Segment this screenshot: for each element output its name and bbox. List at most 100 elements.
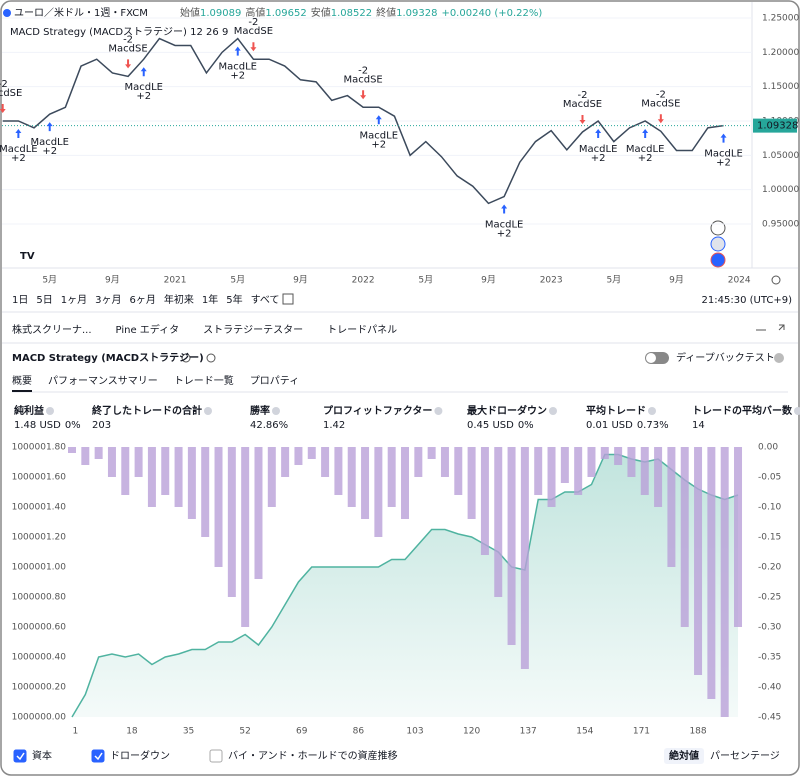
drawdown-bar [667,447,676,567]
drawdown-bar [321,447,330,477]
drawdown-bar [707,447,716,699]
x-tick-label: 69 [296,727,308,737]
drawdown-bar [534,447,543,495]
drawdown-bar [520,447,529,669]
x-tick-label: 86 [353,727,365,737]
drawdown-bar [374,447,383,537]
y2-tick-label: -0.45 [758,713,781,723]
toggle-knob [646,353,656,363]
legend-label: ドローダウン [110,749,170,762]
signal-label: MacdSE [641,98,680,109]
legend-label: 資本 [32,749,52,762]
range-button[interactable]: 6ヶ月 [130,294,156,306]
signal-arrow [657,114,664,124]
metric-label: 純利益 [14,404,44,417]
deep-backtest[interactable]: ディープバックテスト [676,351,775,364]
signal-label: MacdLE [704,149,743,160]
sub-tab[interactable]: 概要 [12,374,32,387]
drawdown-bar [440,447,449,477]
strategy-title: MACD Strategy (MACDストラテジー) [12,352,204,364]
drawdown-bar [734,447,743,627]
y2-tick-label: -0.40 [758,683,782,693]
drawdown-bar [267,447,276,507]
x-tick-label: 5月 [606,275,621,286]
panel-tab[interactable]: トレードパネル [327,324,397,336]
drawdown-bar [281,447,290,477]
help-icon[interactable] [774,353,784,363]
signal-arrow [140,67,147,77]
metric-label: 平均トレード [586,404,646,417]
signal-arrow [15,129,22,138]
event-icon[interactable] [710,252,726,268]
metric-sub: 0% [65,420,81,431]
range-button[interactable]: 1日 [12,295,28,306]
x-tick-label: 5月 [230,275,245,286]
range-button[interactable]: 5日 [36,295,52,306]
panel-tab[interactable]: Pine エディタ [116,323,180,336]
y-tick-label: 1000001.40 [12,503,67,513]
signal-label: MacdLE [124,82,163,93]
x-tick-label: 188 [689,727,706,737]
checkbox[interactable] [13,749,27,763]
range-button[interactable]: すべて [251,294,280,306]
x-tick-label: 1 [72,727,78,737]
event-icon[interactable] [710,236,726,252]
checkbox[interactable] [91,749,105,763]
x-tick-label: 2024 [728,276,751,286]
y2-tick-label: -0.15 [758,533,781,543]
sub-tab[interactable]: プロパティ [250,375,299,387]
signal-arrow [720,133,727,143]
ohlc: 始値1.09089 高値1.09652 安値1.08522 終値1.09328 +0.0… [180,6,542,19]
signal-arrow [375,115,382,125]
signal-qty: +2 [638,153,653,164]
signal-qty: -2 [358,65,368,76]
event-icon[interactable] [710,220,726,236]
settings-icon[interactable] [771,275,781,285]
metric-label: 勝率 [250,404,270,417]
settings-icon[interactable] [181,353,191,363]
sub-tab[interactable]: パフォーマンスサマリー [48,375,158,387]
date-range-icon[interactable] [282,293,294,305]
panel-tab[interactable]: 株式スクリーナ... [12,323,92,336]
drawdown-bar [227,447,236,597]
signal-qty: +2 [497,229,512,240]
drawdown-bar [560,447,569,483]
info-icon [549,407,557,415]
refresh-icon[interactable] [206,353,216,363]
signal-arrow [360,90,367,100]
range-button[interactable]: 3ヶ月 [95,294,121,306]
signal-qty: -2 [0,79,8,90]
y2-tick-label: -0.30 [758,623,782,633]
sub-tab[interactable]: トレード一覧 [174,375,234,387]
drawdown-bar [147,447,156,507]
range-button[interactable]: 5年 [226,293,242,306]
drawdown-bar [574,447,583,495]
logo: TV [20,251,35,262]
y2-tick-label: -0.25 [758,593,781,603]
range-button[interactable]: 1ヶ月 [61,294,87,306]
signal-label: MacdLE [485,220,524,231]
drawdown-bar [547,447,556,507]
signal-qty: -2 [656,89,666,100]
x-tick-label: 137 [520,727,537,737]
equity-area [72,454,739,717]
drawdown-bar [600,447,609,459]
y-tick-label: 1000000.00 [12,713,67,723]
mode-button[interactable]: パーセンテージ [710,750,780,762]
drawdown-bar [68,447,76,453]
metric-value: 0.45 USD [467,420,514,431]
drawdown-bar [427,447,436,459]
mode-button[interactable]: 絶対値 [669,749,699,762]
metric-value: 1.42 [323,420,345,431]
y-tick-label: 1000001.20 [12,533,67,543]
panel-controls[interactable] [756,324,785,331]
checkbox[interactable] [209,749,223,763]
range-button[interactable]: 1年 [202,293,218,306]
panel-tab[interactable]: ストラテジーテスター [203,324,303,336]
range-button[interactable]: 年初来 [164,293,194,306]
x-tick-label: 35 [183,727,194,737]
signal-qty: +2 [716,158,731,169]
signal-qty: +2 [371,139,386,150]
drawdown-bar [134,447,143,477]
signal-qty: +2 [591,153,606,164]
